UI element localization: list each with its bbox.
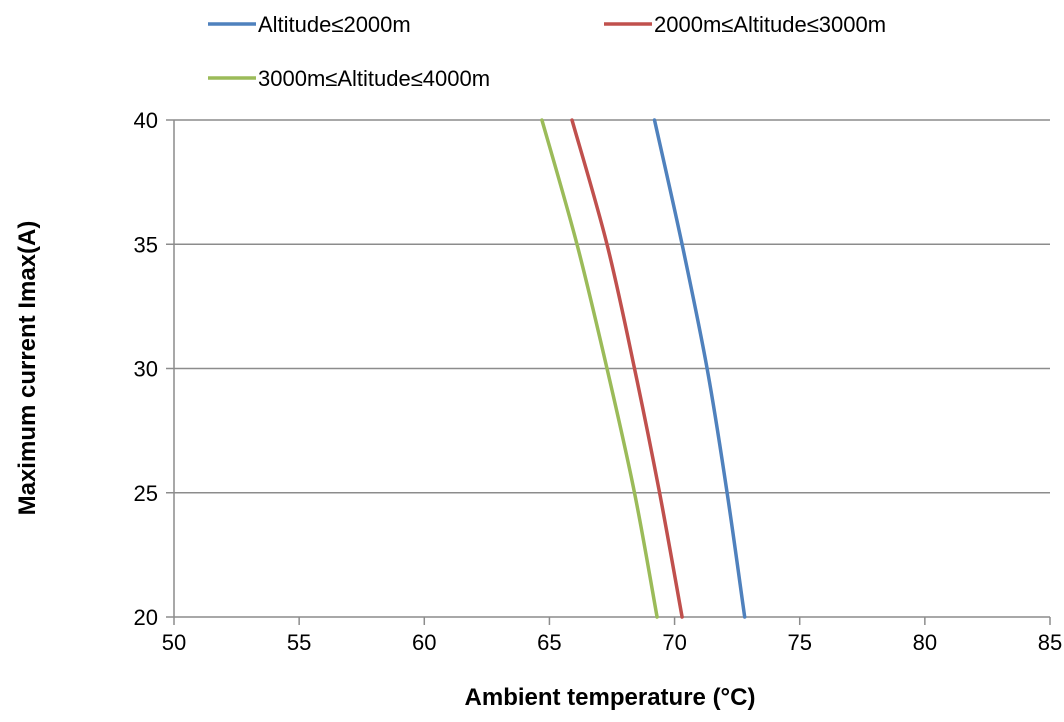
x-tick-labels: 50 55 60 65 70 75 80 85: [162, 630, 1062, 655]
series-line-2: [570, 118, 684, 619]
legend-label-3: 3000m≤Altitude≤4000m: [258, 66, 490, 91]
grid-lines: [174, 119, 1050, 494]
y-tick-label-30: 30: [134, 357, 158, 382]
x-tick-label-70: 70: [662, 630, 686, 655]
y-tick-label-35: 35: [134, 232, 158, 257]
y-axis-title: Maximum current Imax(A): [14, 221, 41, 516]
axes: [166, 119, 1051, 625]
series-lines: [540, 118, 747, 619]
y-tick-label-20: 20: [134, 605, 158, 630]
x-tick-label-55: 55: [287, 630, 311, 655]
series-line-1: [652, 118, 747, 619]
x-tick-label-50: 50: [162, 630, 186, 655]
legend-label-2: 2000m≤Altitude≤3000m: [654, 12, 886, 37]
y-tick-labels: 20 25 30 35 40: [134, 108, 158, 630]
x-tick-label-75: 75: [787, 630, 811, 655]
x-tick-label-65: 65: [537, 630, 561, 655]
x-axis-title: Ambient temperature (°C): [465, 684, 756, 711]
x-tick-label-85: 85: [1038, 630, 1062, 655]
y-tick-label-40: 40: [134, 108, 158, 133]
legend: Altitude≤2000m 2000m≤Altitude≤3000m 3000m≤…: [208, 12, 886, 91]
series-line-3: [540, 118, 659, 619]
legend-label-1: Altitude≤2000m: [258, 12, 411, 37]
x-tick-label-60: 60: [412, 630, 436, 655]
x-tick-label-80: 80: [913, 630, 937, 655]
y-tick-label-25: 25: [134, 481, 158, 506]
